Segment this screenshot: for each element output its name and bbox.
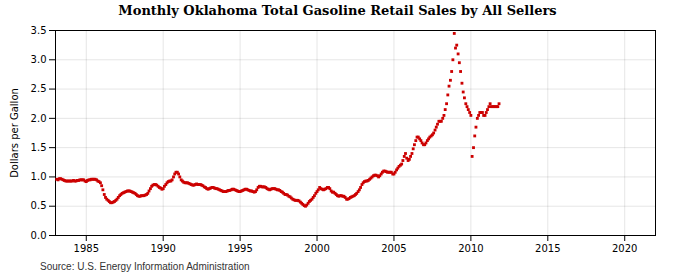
svg-text:1990: 1990 bbox=[150, 243, 175, 254]
svg-text:1.0: 1.0 bbox=[31, 171, 47, 182]
svg-text:1.5: 1.5 bbox=[31, 142, 47, 153]
svg-text:2005: 2005 bbox=[381, 243, 406, 254]
html-text:Monthly Oklahoma Total Gasolin: Monthly Oklahoma Total Gasoline Retail S… bbox=[118, 3, 557, 18]
svg-text:3.0: 3.0 bbox=[31, 54, 47, 65]
html-text:Source: U.S. Energy Informatio: Source: U.S. Energy Information Administ… bbox=[40, 261, 250, 272]
svg-text:2.0: 2.0 bbox=[31, 113, 47, 124]
svg-text:2020: 2020 bbox=[612, 243, 637, 254]
svg-text:2000: 2000 bbox=[304, 243, 329, 254]
svg-text:Dollars per Gallon: Dollars per Gallon bbox=[9, 88, 20, 178]
svg-text:2015: 2015 bbox=[535, 243, 560, 254]
svg-text:2010: 2010 bbox=[458, 243, 483, 254]
svg-text:0.5: 0.5 bbox=[31, 200, 47, 211]
svg-text:1985: 1985 bbox=[74, 243, 99, 254]
svg-text:0.0: 0.0 bbox=[31, 230, 47, 241]
svg-text:3.5: 3.5 bbox=[31, 25, 47, 36]
svg-text:1995: 1995 bbox=[227, 243, 252, 254]
svg-text:2.5: 2.5 bbox=[31, 83, 47, 94]
